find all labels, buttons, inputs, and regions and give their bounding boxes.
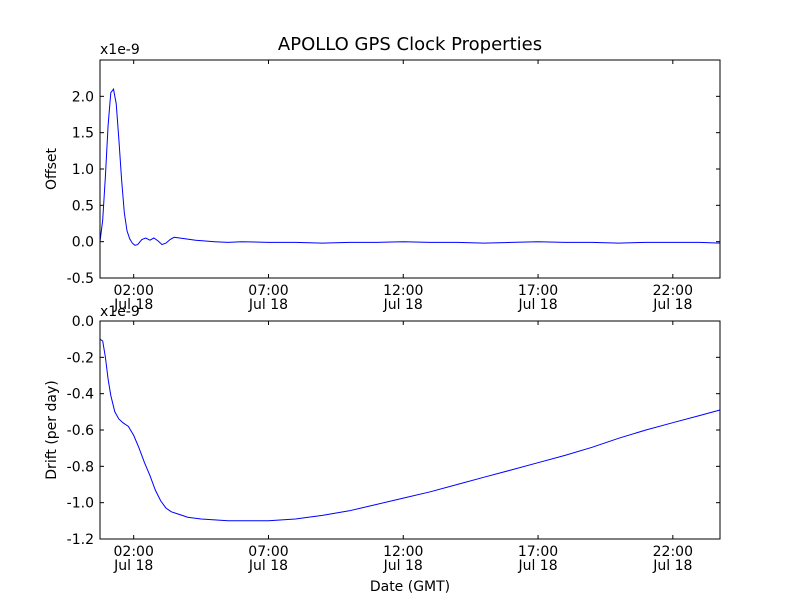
offset-ytick-label: 1.5: [72, 126, 94, 142]
drift-xtick-time-label: 12:00: [383, 544, 423, 560]
offset-xtick-time-label: 02:00: [114, 283, 154, 299]
offset-ytick-label: 1.0: [72, 162, 94, 178]
drift-xtick-time-label: 17:00: [518, 544, 558, 560]
offset-plot-frame: [99, 59, 721, 279]
drift-x-axis-label: Date (GMT): [370, 579, 450, 595]
offset-y-axis-label: Offset: [44, 147, 60, 190]
drift-ytick-label: -1.0: [67, 496, 94, 512]
drift-scale-label: x1e-9: [100, 304, 140, 320]
offset-xtick-date-label: Jul 18: [248, 297, 288, 313]
drift-xtick-date-label: Jul 18: [517, 558, 557, 574]
offset-ytick-label: 2.0: [72, 89, 94, 105]
offset-xtick-time-label: 22:00: [653, 283, 693, 299]
offset-scale-label: x1e-9: [100, 42, 140, 58]
offset-series-line: [99, 87, 721, 246]
offset-xtick-time-label: 17:00: [518, 283, 558, 299]
drift-ytick-label: 0.0: [72, 314, 94, 330]
drift-xtick-date-label: Jul 18: [248, 558, 288, 574]
offset-xtick-date-label: Jul 18: [113, 297, 153, 313]
drift-xtick-time-label: 02:00: [114, 544, 154, 560]
offset-ytick-label: 0.5: [72, 198, 94, 214]
drift-ytick-label: -0.4: [67, 387, 94, 403]
drift-series-line: [99, 338, 721, 522]
drift-ytick-label: -0.2: [67, 350, 94, 366]
drift-ytick-label: -0.6: [67, 423, 94, 439]
drift-xtick-date-label: Jul 18: [383, 558, 423, 574]
drift-ytick-label: -1.2: [67, 532, 94, 548]
drift-y-axis-label: Drift (per day): [44, 380, 60, 479]
drift-panel: x1e-9 Drift (per day) Date (GMT) -1.2 -1.…: [44, 304, 721, 595]
drift-xtick-date-label: Jul 18: [652, 558, 692, 574]
chart-title: APOLLO GPS Clock Properties: [278, 34, 542, 55]
drift-xtick-time-label: 22:00: [653, 544, 693, 560]
offset-ytick-label: 0.0: [72, 235, 94, 251]
offset-xtick-date-label: Jul 18: [517, 297, 557, 313]
offset-xtick-date-label: Jul 18: [383, 297, 423, 313]
offset-ytick-label: -0.5: [67, 271, 94, 287]
offset-panel: x1e-9 Offset -0.50.00.51.01.52.002:00Jul…: [44, 42, 721, 313]
drift-ytick-label: -0.8: [67, 459, 94, 475]
drift-xtick-date-label: Jul 18: [113, 558, 153, 574]
offset-xtick-time-label: 12:00: [383, 283, 423, 299]
drift-xtick-time-label: 07:00: [248, 544, 288, 560]
drift-plot-frame: [99, 320, 721, 540]
offset-xtick-date-label: Jul 18: [652, 297, 692, 313]
offset-xtick-time-label: 07:00: [248, 283, 288, 299]
